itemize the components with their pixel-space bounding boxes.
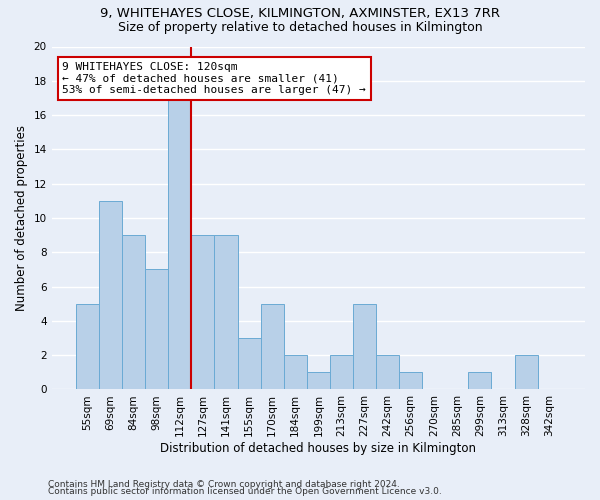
Text: Size of property relative to detached houses in Kilmington: Size of property relative to detached ho… xyxy=(118,21,482,34)
Bar xyxy=(238,338,260,390)
Bar xyxy=(376,355,399,390)
Text: Contains public sector information licensed under the Open Government Licence v3: Contains public sector information licen… xyxy=(48,487,442,496)
Bar xyxy=(307,372,330,390)
Text: 9, WHITEHAYES CLOSE, KILMINGTON, AXMINSTER, EX13 7RR: 9, WHITEHAYES CLOSE, KILMINGTON, AXMINST… xyxy=(100,8,500,20)
Bar xyxy=(469,372,491,390)
Text: Contains HM Land Registry data © Crown copyright and database right 2024.: Contains HM Land Registry data © Crown c… xyxy=(48,480,400,489)
X-axis label: Distribution of detached houses by size in Kilmington: Distribution of detached houses by size … xyxy=(160,442,476,455)
Y-axis label: Number of detached properties: Number of detached properties xyxy=(15,125,28,311)
Bar xyxy=(330,355,353,390)
Text: 9 WHITEHAYES CLOSE: 120sqm
← 47% of detached houses are smaller (41)
53% of semi: 9 WHITEHAYES CLOSE: 120sqm ← 47% of deta… xyxy=(62,62,366,95)
Bar xyxy=(353,304,376,390)
Bar xyxy=(122,235,145,390)
Bar xyxy=(99,201,122,390)
Bar xyxy=(145,270,168,390)
Bar xyxy=(214,235,238,390)
Bar xyxy=(260,304,284,390)
Bar xyxy=(284,355,307,390)
Bar xyxy=(515,355,538,390)
Bar xyxy=(168,98,191,390)
Bar xyxy=(76,304,99,390)
Bar xyxy=(399,372,422,390)
Bar xyxy=(191,235,214,390)
